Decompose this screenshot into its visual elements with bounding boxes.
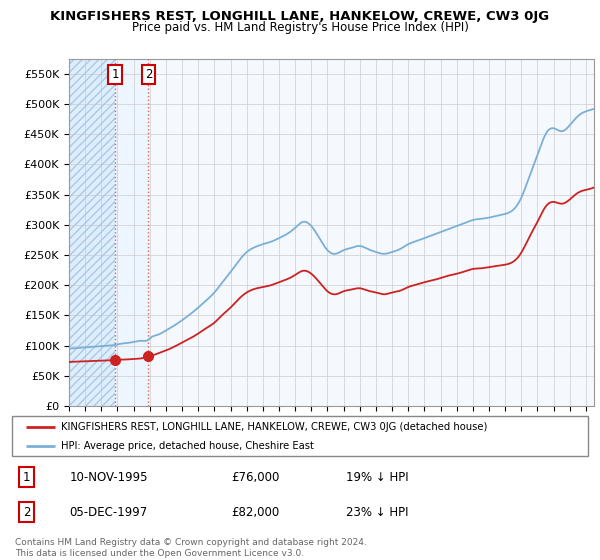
Bar xyxy=(115,59,148,406)
Bar xyxy=(148,59,594,406)
Text: KINGFISHERS REST, LONGHILL LANE, HANKELOW, CREWE, CW3 0JG: KINGFISHERS REST, LONGHILL LANE, HANKELO… xyxy=(50,10,550,22)
Bar xyxy=(69,59,115,406)
FancyBboxPatch shape xyxy=(12,416,588,456)
Text: £82,000: £82,000 xyxy=(231,506,279,519)
Text: 2: 2 xyxy=(145,68,152,81)
Text: Contains HM Land Registry data © Crown copyright and database right 2024.
This d: Contains HM Land Registry data © Crown c… xyxy=(15,538,367,558)
Text: 23% ↓ HPI: 23% ↓ HPI xyxy=(346,506,409,519)
Text: Price paid vs. HM Land Registry's House Price Index (HPI): Price paid vs. HM Land Registry's House … xyxy=(131,21,469,34)
Text: 19% ↓ HPI: 19% ↓ HPI xyxy=(346,471,409,484)
Text: £76,000: £76,000 xyxy=(231,471,279,484)
Text: 2: 2 xyxy=(23,506,30,519)
Text: 05-DEC-1997: 05-DEC-1997 xyxy=(70,506,148,519)
Text: 1: 1 xyxy=(23,471,30,484)
Text: 10-NOV-1995: 10-NOV-1995 xyxy=(70,471,148,484)
Text: 1: 1 xyxy=(112,68,119,81)
Text: HPI: Average price, detached house, Cheshire East: HPI: Average price, detached house, Ches… xyxy=(61,441,314,451)
Text: KINGFISHERS REST, LONGHILL LANE, HANKELOW, CREWE, CW3 0JG (detached house): KINGFISHERS REST, LONGHILL LANE, HANKELO… xyxy=(61,422,487,432)
